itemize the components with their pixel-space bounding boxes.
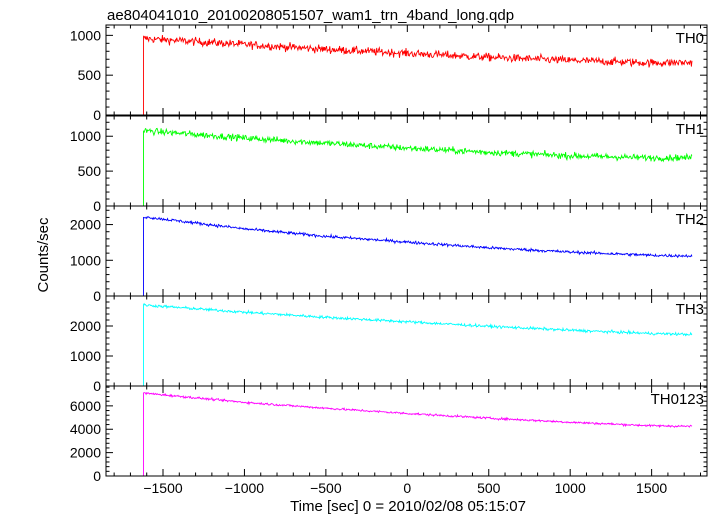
x-axis-label: Time [sec] 0 = 2010/02/08 05:15:07 (290, 498, 526, 515)
panel-label: TH0 (676, 30, 704, 47)
y-tick-label: 6000 (70, 398, 101, 414)
series-line-th0 (122, 35, 693, 116)
panel-th0123: 0 2000 4000 6000 TH0123 (70, 385, 708, 484)
y-tick-label: 1000 (70, 128, 101, 144)
panel-label: TH1 (676, 121, 704, 138)
series-line-th0123 (122, 392, 693, 477)
panel-th3: 0 1000 2000 TH3 (70, 295, 708, 394)
x-tick-label: −500 (310, 480, 342, 496)
y-tick-label: 0 (93, 288, 101, 304)
y-tick-label: 0 (93, 107, 101, 123)
y-axis-label: Counts/sec (35, 217, 52, 293)
x-tick-label: −1500 (143, 480, 183, 496)
x-tick-label: 500 (477, 480, 501, 496)
y-tick-label: 2000 (70, 318, 101, 334)
panels-group: 0 500 1000 TH0 0 500 1000 TH1 0 1000 2000 TH2 0 1000 2… (70, 24, 708, 496)
series-line-th3 (122, 302, 693, 387)
y-tick-label: 0 (93, 378, 101, 394)
panel-th2: 0 1000 2000 TH2 (70, 205, 708, 304)
chart-title: ae804041010_20100208051507_wam1_trn_4ban… (107, 7, 514, 24)
series-line-th2 (122, 215, 693, 297)
panel-label: TH0123 (651, 391, 704, 408)
y-tick-label: 1000 (70, 27, 101, 43)
y-tick-label: 500 (78, 163, 102, 179)
panel-th0: 0 500 1000 TH0 (70, 24, 708, 123)
y-tick-label: 4000 (70, 421, 101, 437)
x-tick-label: −1000 (225, 480, 265, 496)
y-tick-label: 2000 (70, 217, 101, 233)
y-tick-label: 500 (78, 67, 102, 83)
panel-frame (105, 205, 708, 297)
y-tick-label: 1000 (70, 252, 101, 268)
x-tick-label: 0 (403, 480, 411, 496)
y-tick-label: 0 (93, 198, 101, 214)
series-line-th1 (122, 127, 693, 207)
y-tick-label: 0 (93, 468, 101, 484)
panel-th1: 0 500 1000 TH1 (70, 115, 708, 214)
panel-label: TH2 (676, 211, 704, 228)
panel-frame (105, 24, 708, 116)
x-tick-label: 1000 (555, 480, 586, 496)
x-tick-label: 1500 (636, 480, 667, 496)
y-tick-label: 2000 (70, 445, 101, 461)
panel-label: TH3 (676, 301, 704, 318)
panel-frame (105, 385, 708, 477)
y-tick-label: 1000 (70, 348, 101, 364)
